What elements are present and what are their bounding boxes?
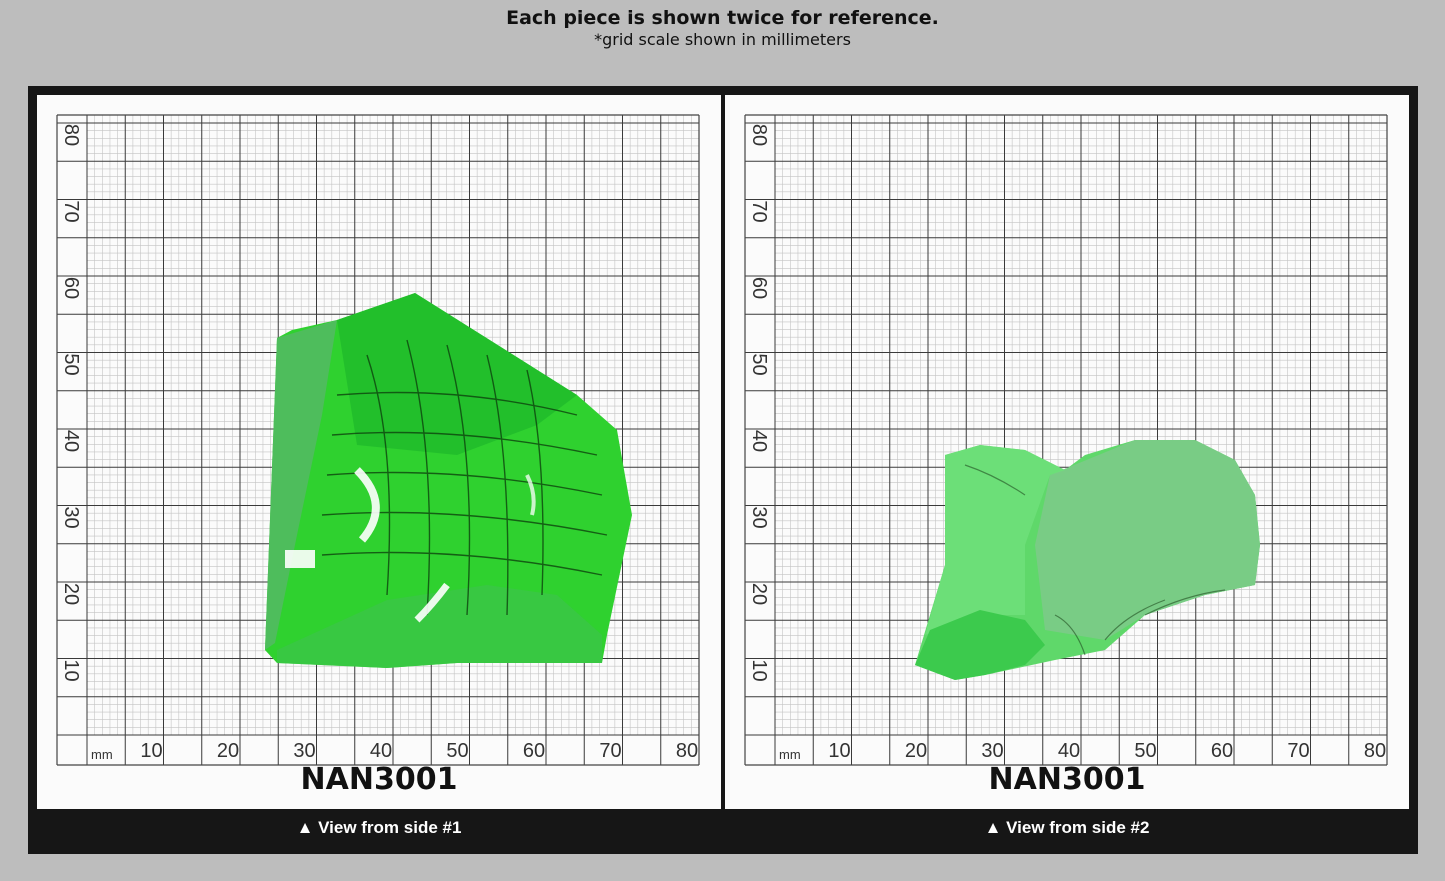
crystal-highlight (525, 474, 536, 516)
x-tick-label: 60 (1211, 740, 1233, 762)
crystal-highlight (414, 582, 450, 623)
x-tick-label: 70 (1287, 740, 1309, 762)
crystal-side-1 (265, 293, 632, 668)
grid-photo-side-2: 10 20 30 40 50 60 70 80 10 20 30 40 50 60 70 80 mm (744, 114, 1388, 766)
y-tick-label: 70 (60, 200, 82, 222)
x-tick-label: 60 (523, 740, 545, 762)
crystal-lower-facet (277, 585, 602, 668)
crystal-highlight (285, 550, 315, 568)
header: Each piece is shown twice for reference.… (0, 6, 1445, 50)
y-tick-label: 10 (60, 659, 82, 681)
crystal-side-2 (915, 440, 1260, 680)
y-tick-label: 70 (748, 200, 770, 222)
x-tick-label: 30 (981, 740, 1003, 762)
y-tick-label: 30 (60, 506, 82, 528)
unit-label: mm (91, 747, 113, 762)
crystal-fracture-lines (964, 464, 1226, 656)
crystal-frosted-face (1035, 440, 1260, 640)
page-subtitle: *grid scale shown in millimeters (594, 30, 851, 49)
caption-side-1: ▲ View from side #1 (296, 818, 462, 837)
crystal-clear-facet (925, 445, 1065, 635)
crystal-frosted-face (265, 320, 337, 650)
piece-id-label: NAN3001 (988, 762, 1146, 797)
x-tick-label: 10 (828, 740, 850, 762)
y-tick-label: 80 (748, 124, 770, 146)
y-tick-label: 20 (748, 583, 770, 605)
y-tick-label: 80 (60, 124, 82, 146)
x-tick-label: 50 (446, 740, 468, 762)
crystal-lower-facet (915, 610, 1045, 680)
x-tick-label: 20 (217, 740, 239, 762)
y-tick-label: 40 (60, 430, 82, 452)
x-tick-label: 50 (1134, 740, 1156, 762)
image-frame: 10 20 30 40 50 60 70 80 10 20 30 40 50 60 70 80 mm (28, 86, 1418, 854)
x-tick-label: 20 (905, 740, 927, 762)
x-tick-label: 70 (599, 740, 621, 762)
y-tick-label: 50 (60, 353, 82, 375)
panel-side-1: 10 20 30 40 50 60 70 80 10 20 30 40 50 60 70 80 mm (37, 95, 721, 809)
y-tick-label: 10 (748, 659, 770, 681)
y-tick-label: 40 (748, 430, 770, 452)
page-title: Each piece is shown twice for reference. (506, 7, 939, 29)
x-tick-label: 10 (140, 740, 162, 762)
unit-label: mm (779, 747, 801, 762)
y-tick-label: 60 (748, 277, 770, 299)
caption-side-2: ▲ View from side #2 (984, 818, 1150, 837)
caption-bar: ▲ View from side #1 ▲ View from side #2 (28, 809, 1418, 845)
piece-id-label: NAN3001 (300, 762, 458, 797)
x-tick-label: 80 (676, 740, 698, 762)
x-tick-label: 80 (1364, 740, 1386, 762)
x-tick-label: 30 (293, 740, 315, 762)
y-tick-label: 30 (748, 506, 770, 528)
x-tick-label: 40 (370, 740, 392, 762)
panel-side-2: 10 20 30 40 50 60 70 80 10 20 30 40 50 60 70 80 mm NAN30… (725, 95, 1409, 809)
x-tick-label: 40 (1058, 740, 1080, 762)
crystal-top-facet (337, 293, 577, 455)
grid-photo-side-1: 10 20 30 40 50 60 70 80 10 20 30 40 50 60 70 80 mm (56, 114, 700, 766)
refracted-grid-lines (321, 339, 608, 616)
crystal-highlight (354, 467, 380, 543)
measurement-grid: 10 20 30 40 50 60 70 80 10 20 30 40 50 60 70 80 mm (744, 114, 1388, 766)
y-tick-label: 50 (748, 353, 770, 375)
y-tick-label: 20 (60, 583, 82, 605)
y-tick-label: 60 (60, 277, 82, 299)
